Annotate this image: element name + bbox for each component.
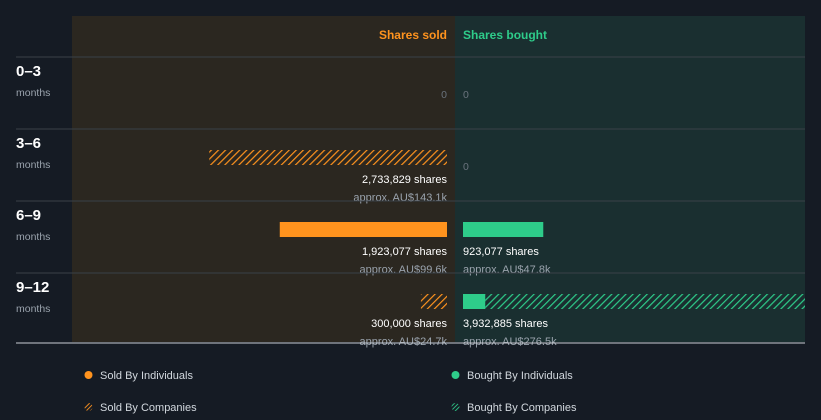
legend-swatch bbox=[451, 403, 460, 411]
period-label: 3–6 bbox=[16, 135, 41, 152]
legend-swatch bbox=[84, 403, 93, 411]
legend-swatch bbox=[451, 371, 460, 379]
header-shares-bought: Shares bought bbox=[463, 28, 547, 42]
bought-value-label: approx. AU$276.5k bbox=[463, 336, 557, 348]
period-row: 3–6 months 2,733,829 shares approx. AU$143.… bbox=[16, 128, 805, 204]
period-rows: 0–3 months 0 0 3–6 months 2,733,829 shares appr… bbox=[16, 56, 805, 348]
sold-panel bbox=[72, 16, 455, 342]
sold-value-label: approx. AU$24.7k bbox=[360, 336, 448, 348]
legend-item-sold-individuals: Sold By Individuals bbox=[84, 370, 193, 382]
bought-panel bbox=[455, 16, 805, 342]
period-unit: months bbox=[16, 87, 50, 99]
legend-item-bought-individuals: Bought By Individuals bbox=[451, 370, 573, 382]
bought-shares-label: 923,077 shares bbox=[463, 246, 539, 258]
bar-sold-individuals bbox=[279, 222, 447, 237]
sold-shares-label: 300,000 shares bbox=[371, 318, 447, 330]
bought-shares-label: 3,932,885 shares bbox=[463, 318, 549, 330]
bar-bought-individuals bbox=[463, 294, 486, 309]
sold-value-label: approx. AU$99.6k bbox=[360, 264, 448, 276]
period-label: 0–3 bbox=[16, 63, 41, 80]
bar-sold-companies bbox=[420, 294, 447, 309]
bar-bought-companies bbox=[485, 294, 805, 309]
period-row: 9–12 months 300,000 shares approx. AU$24.7k… bbox=[16, 272, 805, 348]
period-label: 6–9 bbox=[16, 207, 41, 224]
legend: Sold By Individuals Bought By Individuals… bbox=[84, 370, 577, 414]
legend-item-sold-companies: Sold By Companies bbox=[84, 402, 197, 414]
period-unit: months bbox=[16, 159, 50, 171]
period-row: 0–3 months 0 0 bbox=[16, 56, 805, 101]
bought-zero-label: 0 bbox=[463, 89, 469, 101]
sold-zero-label: 0 bbox=[441, 89, 447, 101]
period-unit: months bbox=[16, 231, 50, 243]
sold-shares-label: 2,733,829 shares bbox=[362, 174, 448, 186]
period-label: 9–12 bbox=[16, 279, 49, 296]
legend-label: Bought By Companies bbox=[467, 402, 577, 414]
legend-swatch bbox=[84, 371, 93, 379]
bought-zero-label: 0 bbox=[463, 161, 469, 173]
bar-bought-individuals bbox=[463, 222, 544, 237]
legend-label: Sold By Individuals bbox=[100, 370, 193, 382]
bought-value-label: approx. AU$47.8k bbox=[463, 264, 551, 276]
header-shares-sold: Shares sold bbox=[379, 28, 447, 42]
legend-label: Bought By Individuals bbox=[467, 370, 573, 382]
period-unit: months bbox=[16, 303, 50, 315]
legend-label: Sold By Companies bbox=[100, 402, 197, 414]
period-row: 6–9 months 1,923,077 shares approx. AU$99.6… bbox=[16, 200, 805, 276]
sold-shares-label: 1,923,077 shares bbox=[362, 246, 448, 258]
bar-sold-companies bbox=[209, 150, 447, 165]
legend-item-bought-companies: Bought By Companies bbox=[451, 402, 577, 414]
sold-value-label: approx. AU$143.1k bbox=[353, 192, 447, 204]
